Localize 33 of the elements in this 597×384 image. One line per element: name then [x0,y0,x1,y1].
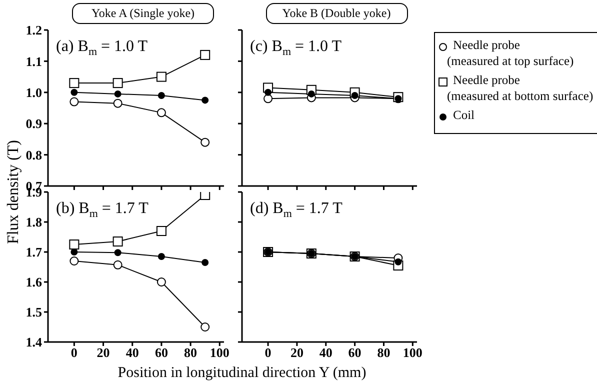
x-tick-label: 60 [154,345,168,360]
x-tick-label: 80 [184,345,198,360]
x-tick-label: 60 [348,345,362,360]
x-tick-label: 20 [96,345,110,360]
y-tick-label: 1.0 [26,85,42,100]
y-tick-label: 1.6 [26,274,42,290]
x-tick-label: 0 [264,345,272,360]
text: (a) B$_{m}$ = 1.0 T [56,38,148,58]
x-tick-label: 20 [290,345,304,360]
x-tick-label: 80 [377,345,390,360]
x-axis-title: Position in longitudinal direction Y (mm) [116,365,368,382]
x-tick-label: 40 [319,345,332,360]
legend-label: Needle probe (measured at bottom surface) [447,72,594,104]
y-tick-label: 1.1 [26,54,42,69]
legend-label: Needle probe (measured at top surface) [447,37,574,69]
y-tick-label: 1.2 [26,22,42,38]
x-tick-label: 100 [402,345,422,360]
y-tick-label: 0.8 [26,147,42,162]
y-tick-label: 1.4 [26,334,42,350]
legend-label: Coil [453,107,475,123]
text: (d) B$_{m}$ = 1.7 T [250,200,342,220]
text: Yoke B (Double yoke) [266,3,408,24]
y-axis-title: Flux density (T) [5,140,23,244]
y-tick-label: 0.9 [26,116,42,132]
x-tick-label: 40 [126,345,139,360]
text: Yoke A (Single yoke) [72,3,214,24]
y-tick-label: 1.5 [26,304,42,320]
x-tick-label: 100 [210,345,230,360]
y-tick-label: 1.8 [26,214,42,230]
y-tick-label: 1.7 [26,244,42,260]
x-tick-label: 0 [70,345,78,360]
text: (c) B$_{m}$ = 1.0 T [250,38,342,58]
text: (b) B$_{m}$ = 1.7 T [56,200,148,220]
